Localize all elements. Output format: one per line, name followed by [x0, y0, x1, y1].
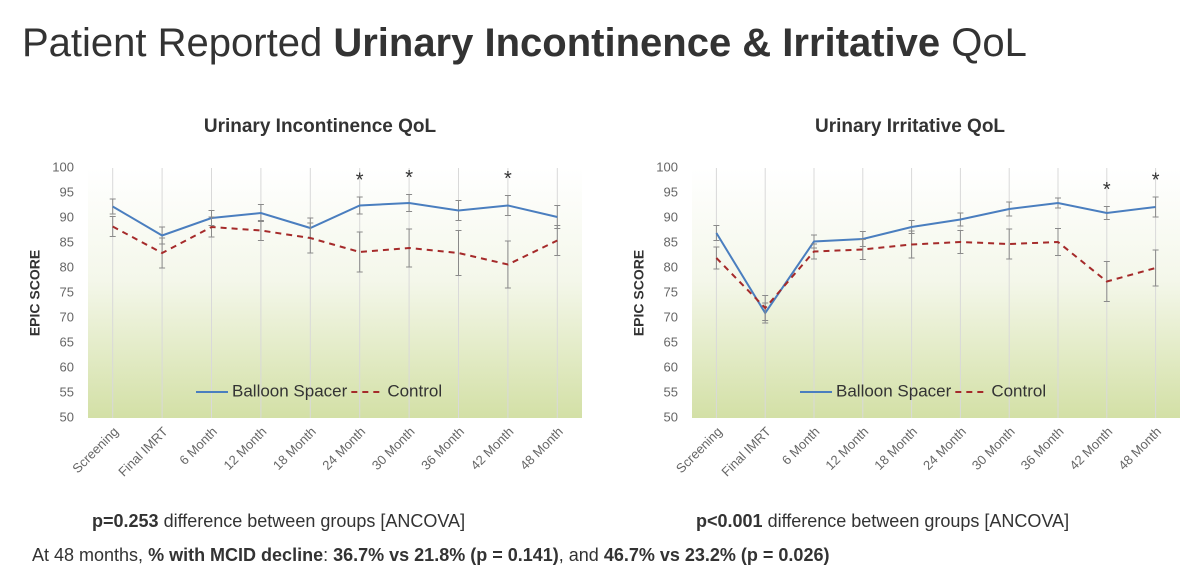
significance-mark: *: [405, 167, 413, 189]
y-tick-label: 55: [60, 384, 74, 399]
chart-title: Urinary Incontinence QoL: [204, 116, 437, 137]
significance-mark: *: [1103, 179, 1111, 201]
x-tick-label: Final IMRT: [115, 424, 170, 479]
x-tick-label: 42 Month: [1066, 424, 1115, 473]
y-tick-label: 50: [60, 409, 74, 424]
legend-label: Balloon Spacer: [232, 381, 348, 400]
legend-label: Balloon Spacer: [836, 381, 952, 400]
slide-title-part: QoL: [940, 21, 1027, 65]
footnote-part: :: [323, 545, 333, 565]
slide-title: Patient Reported Urinary Incontinence & …: [22, 21, 1027, 65]
x-tick-label: 12 Month: [221, 424, 270, 473]
legend-label: Control: [991, 381, 1046, 400]
footnote-part: , and: [559, 545, 604, 565]
x-tick-label: 6 Month: [779, 424, 823, 468]
x-tick-label: Final IMRT: [718, 424, 773, 479]
y-tick-label: 70: [664, 309, 678, 324]
footnote-part: At 48 months,: [32, 545, 148, 565]
note-part: difference between groups [ANCOVA]: [159, 511, 466, 531]
x-tick-label: 36 Month: [1018, 424, 1067, 473]
chart-title: Urinary Irritative QoL: [815, 116, 1005, 137]
y-tick-label: 95: [60, 184, 74, 199]
footnote-part: % with MCID decline: [148, 545, 323, 565]
y-tick-label: 90: [664, 209, 678, 224]
note-part: difference between groups [ANCOVA]: [763, 511, 1070, 531]
x-tick-label: 12 Month: [822, 424, 871, 473]
x-tick-label: 24 Month: [920, 424, 969, 473]
y-axis-label: EPIC SCORE: [27, 250, 43, 336]
footnote-part: 46.7% vs 23.2% (p = 0.026): [604, 545, 830, 565]
x-tick-label: 30 Month: [369, 424, 418, 473]
y-tick-label: 100: [52, 159, 74, 174]
y-axis-label: EPIC SCORE: [631, 250, 647, 336]
y-tick-label: 60: [60, 359, 74, 374]
slide-title-part: Patient Reported: [22, 21, 333, 65]
significance-mark: *: [1152, 169, 1160, 191]
x-tick-label: 42 Month: [468, 424, 517, 473]
y-tick-label: 60: [664, 359, 678, 374]
x-tick-label: 18 Month: [871, 424, 920, 473]
y-tick-label: 65: [664, 334, 678, 349]
y-tick-label: 55: [664, 384, 678, 399]
x-tick-label: 6 Month: [176, 424, 220, 468]
series-line: [715, 240, 1156, 310]
note-part: p<0.001: [696, 511, 763, 531]
error-bar: [257, 220, 264, 241]
error-bar: [1006, 228, 1013, 260]
note: p=0.253 difference between groups [ANCOV…: [92, 511, 465, 531]
series-line: [715, 201, 1156, 315]
footnote: At 48 months, % with MCID decline: 36.7%…: [32, 545, 829, 565]
footnote-part: 36.7% vs 21.8% (p = 0.141): [333, 545, 559, 565]
x-tick-label: 18 Month: [270, 424, 319, 473]
y-tick-label: 90: [60, 209, 74, 224]
y-tick-label: 85: [60, 234, 74, 249]
plot-background: [692, 168, 1180, 418]
y-tick-label: 100: [656, 159, 678, 174]
slide-title-part: Urinary Incontinence & Irritative: [333, 21, 940, 65]
y-tick-label: 75: [60, 284, 74, 299]
x-tick-label: Screening: [69, 424, 121, 476]
error-bar: [356, 231, 363, 273]
y-tick-label: 85: [664, 234, 678, 249]
legend-label: Control: [387, 381, 442, 400]
y-tick-label: 50: [664, 409, 678, 424]
error-bar: [859, 239, 866, 260]
y-tick-label: 80: [664, 259, 678, 274]
note-part: p=0.253: [92, 511, 159, 531]
x-tick-label: 36 Month: [418, 424, 467, 473]
y-tick-label: 70: [60, 309, 74, 324]
y-tick-label: 75: [664, 284, 678, 299]
x-tick-label: Screening: [673, 424, 725, 476]
x-tick-label: 48 Month: [517, 424, 566, 473]
x-tick-label: 48 Month: [1115, 424, 1164, 473]
series-line: [112, 225, 558, 266]
error-bar: [1152, 249, 1159, 287]
y-tick-label: 65: [60, 334, 74, 349]
series-line: [112, 201, 558, 237]
y-tick-label: 95: [664, 184, 678, 199]
x-tick-label: 30 Month: [969, 424, 1018, 473]
note: p<0.001 difference between groups [ANCOV…: [696, 511, 1069, 531]
y-tick-label: 80: [60, 259, 74, 274]
significance-mark: *: [504, 168, 512, 190]
x-tick-label: 24 Month: [319, 424, 368, 473]
significance-mark: *: [356, 169, 364, 191]
error-bar: [455, 230, 462, 276]
plot-background: [88, 168, 582, 418]
